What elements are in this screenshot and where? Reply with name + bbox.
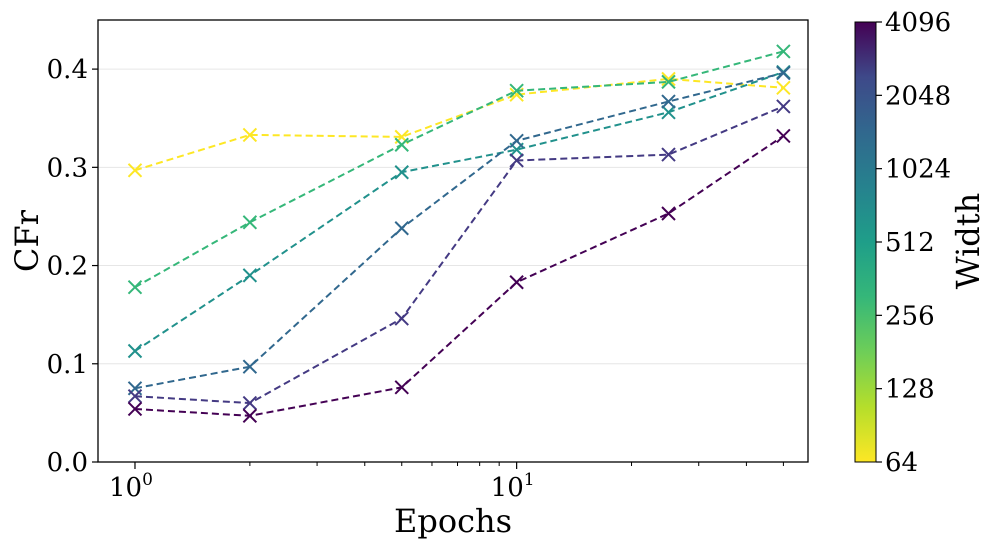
series-layer [127, 44, 791, 424]
data-point-4096-0 [127, 401, 143, 417]
data-point-2048-3 [509, 153, 524, 168]
plot-frame [97, 19, 809, 463]
data-point-512-1 [242, 268, 258, 283]
y-tick-label-2: 0.2 [47, 252, 88, 282]
series-line-2048 [134, 105, 784, 405]
series-line-512 [134, 71, 784, 352]
data-point-4096-5 [776, 128, 791, 144]
data-point-256-1 [242, 215, 258, 230]
colorbar-tick-label-3: 512 [885, 228, 935, 258]
data-point-512-4 [661, 105, 676, 120]
data-point-1024-2 [394, 221, 409, 236]
data-point-4096-2 [394, 380, 409, 395]
x-tick-label-0: 100 [109, 470, 153, 503]
data-point-4096-3 [509, 275, 524, 290]
grid [98, 68, 808, 365]
data-point-64-4 [661, 71, 676, 87]
colorbar-tick-label-5: 2048 [885, 81, 951, 111]
series-line-1024 [134, 72, 784, 390]
data-point-2048-0 [127, 388, 143, 404]
colorbar-tick-label-0: 64 [885, 448, 918, 478]
data-point-512-2 [394, 165, 409, 180]
colorbar-tick-label-1: 128 [885, 375, 935, 405]
data-point-4096-4 [661, 206, 676, 221]
colorbar-tick-label-4: 1024 [885, 155, 951, 185]
data-point-1024-5 [776, 65, 791, 81]
data-point-2048-1 [242, 395, 258, 411]
data-point-64-5 [776, 80, 791, 95]
series-1024 [127, 65, 791, 396]
x-tick-label-1: 101 [491, 470, 535, 503]
data-point-2048-5 [776, 99, 791, 114]
colorbar-label: Width [949, 193, 987, 290]
colorbar-tick-label-6: 4096 [885, 8, 951, 38]
data-point-256-4 [661, 74, 676, 90]
series-line-4096 [134, 135, 784, 417]
series-512 [127, 64, 791, 359]
y-tick-label-3: 0.3 [47, 153, 88, 183]
series-4096 [127, 128, 791, 424]
data-point-1024-3 [509, 133, 524, 149]
data-point-64-0 [127, 163, 143, 178]
colorbar-ticks: 64 128 256 512 1024 2048 4096 [876, 8, 951, 478]
series-line-64 [134, 77, 784, 172]
data-point-512-0 [127, 343, 143, 359]
data-point-64-1 [242, 127, 258, 143]
data-point-256-2 [394, 137, 409, 152]
series-256 [127, 44, 791, 295]
y-axis-label: CFr [8, 209, 46, 272]
colorbar-tick-label-2: 256 [885, 301, 935, 331]
x-axis-ticks: 100 101 [109, 462, 784, 503]
series-line-256 [134, 50, 784, 289]
series-2048 [127, 99, 791, 411]
data-point-1024-4 [661, 94, 676, 109]
data-point-1024-1 [242, 359, 258, 374]
data-point-2048-4 [661, 147, 676, 162]
colorbar [854, 21, 877, 463]
data-point-2048-2 [394, 311, 409, 326]
x-axis-label: Epochs [394, 502, 512, 540]
data-point-256-3 [509, 83, 524, 98]
data-point-4096-1 [242, 408, 258, 424]
data-point-256-0 [127, 279, 143, 295]
y-tick-label-1: 0.1 [47, 350, 88, 380]
y-tick-label-0: 0.0 [47, 448, 88, 478]
data-point-256-5 [776, 44, 791, 59]
y-tick-label-4: 0.4 [47, 55, 88, 85]
y-axis-ticks: 0.0 0.1 0.2 0.3 0.4 [47, 55, 98, 478]
